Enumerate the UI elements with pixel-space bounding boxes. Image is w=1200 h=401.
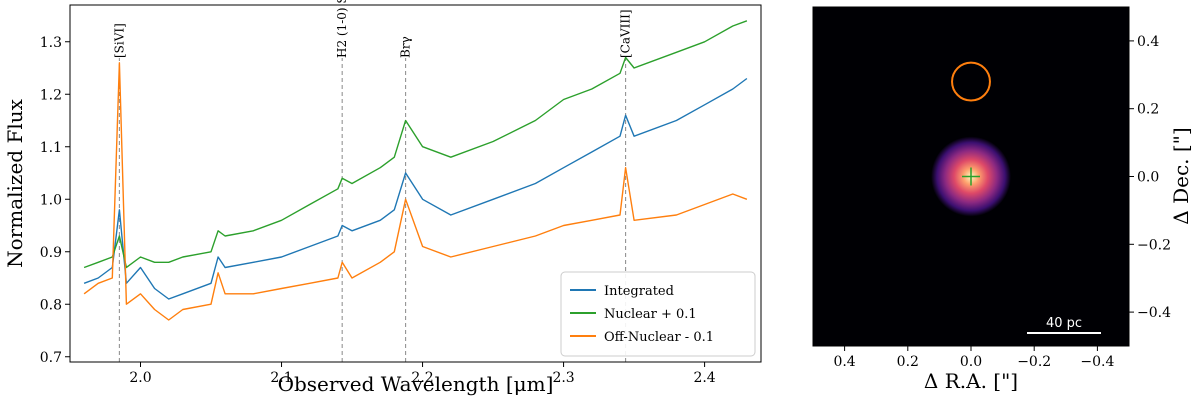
series-line-2 [83, 62, 748, 321]
x-tick-label: 0.4 [833, 354, 855, 370]
off-nuclear-aperture [951, 61, 991, 102]
image-panel: 40 pc 0.4 0.2 0.0 −0.2 −0.4 0.4 0.2 0.0 −0.2 −0.… [812, 6, 1193, 393]
y-tick-label: 1.2 [40, 87, 62, 103]
legend-label-nuclear: Nuclear + 0.1 [604, 307, 697, 322]
y-tick-label: 1.3 [40, 35, 62, 51]
x-tick-label: 0.2 [897, 354, 919, 370]
spectrum-panel: [SiVI] H2 (1-0) S(1) Brγ [CaVIII] 2.0 2.1 2.2… [3, 0, 762, 396]
legend-box [560, 271, 756, 357]
y-tick-label: 0.0 [1137, 170, 1159, 186]
spectrum-series [83, 20, 748, 321]
x-tick-label: 2.3 [552, 370, 574, 386]
spectrum-x-axis-label: Observed Wavelength [μm] [278, 372, 554, 396]
image-x-axis-label: Δ R.A. ["] [924, 369, 1018, 393]
x-tick-label: 2.0 [129, 370, 151, 386]
y-tick-label: 1.0 [40, 192, 62, 208]
y-tick-label: 1.1 [40, 140, 62, 156]
series-line-1 [83, 20, 748, 269]
x-tick-label: 2.4 [693, 370, 715, 386]
legend-label-off-nuclear: Off-Nuclear - 0.1 [604, 330, 714, 345]
y-tick-label: 0.8 [40, 297, 62, 313]
x-tick-label: 0.0 [960, 354, 982, 370]
x-tick-label: 2.2 [411, 370, 433, 386]
x-tick-label: −0.2 [1017, 354, 1051, 370]
image-y-ticks: 0.4 0.2 0.0 −0.2 −0.4 [1129, 34, 1171, 321]
image-y-axis-label: Δ Dec. ["] [1169, 127, 1193, 224]
source-marker [962, 167, 980, 186]
emission-line-label: Brγ [399, 36, 413, 58]
legend: Integrated Nuclear + 0.1 Off-Nuclear - 0… [560, 271, 756, 357]
scale-bar-label: 40 pc [1046, 316, 1082, 331]
y-tick-label: 0.7 [40, 350, 62, 366]
image-x-ticks: 0.4 0.2 0.0 −0.2 −0.4 [833, 346, 1114, 370]
spectrum-x-ticks: 2.0 2.1 2.2 2.3 2.4 [129, 362, 716, 386]
series-line-0 [83, 77, 748, 300]
y-tick-label: 0.2 [1137, 102, 1159, 118]
emission-line-label: [SiVI] [112, 23, 126, 58]
emission-line-markers: [SiVI] H2 (1-0) S(1) Brγ [CaVIII] [112, 0, 633, 362]
y-tick-label: −0.2 [1137, 237, 1171, 253]
spectrum-y-ticks: 0.7 0.8 0.9 1.0 1.1 1.2 1.3 [40, 35, 70, 366]
y-tick-label: 0.4 [1137, 34, 1159, 50]
emission-line-label: [CaVIII] [619, 9, 633, 58]
y-tick-label: −0.4 [1137, 305, 1171, 321]
spectrum-frame [69, 4, 762, 363]
x-tick-label: −0.4 [1080, 354, 1114, 370]
legend-label-integrated: Integrated [604, 284, 674, 299]
x-tick-label: 2.1 [270, 370, 292, 386]
emission-line-label: H2 (1-0) S(1) [335, 0, 349, 58]
y-tick-label: 0.9 [40, 245, 62, 261]
spectrum-y-axis-label: Normalized Flux [3, 98, 27, 267]
